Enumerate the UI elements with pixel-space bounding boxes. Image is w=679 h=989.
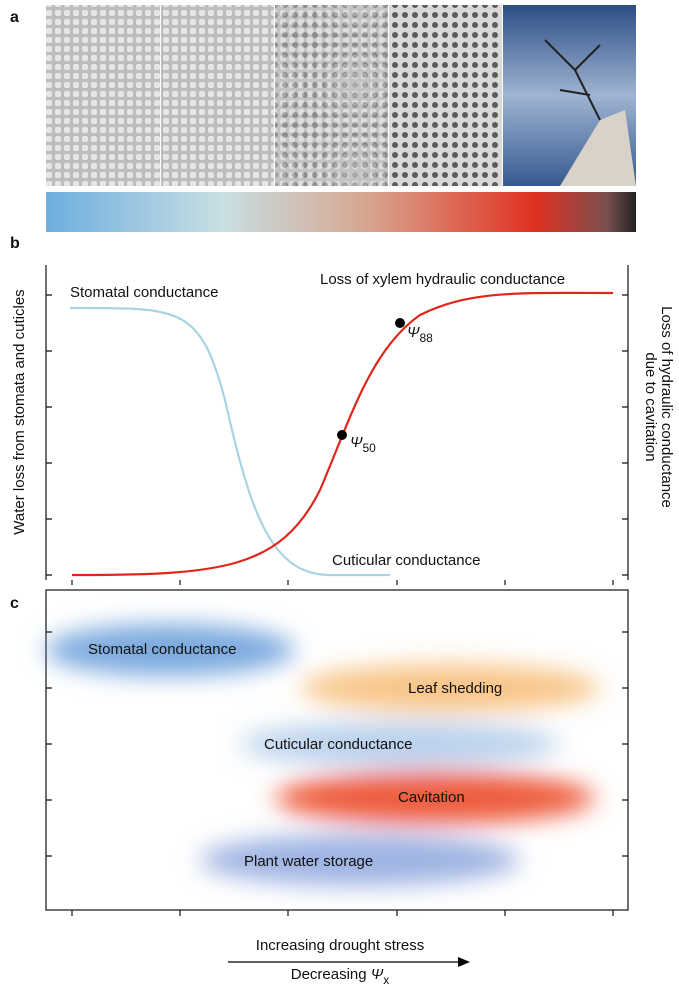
figure: a b Stomatal conductance Loss of xylem h… <box>0 0 679 989</box>
label: Cuticular conductance <box>332 552 480 569</box>
psi-label: Ψ88 <box>407 324 433 345</box>
text: Decreasing <box>291 966 371 983</box>
micrographs <box>46 5 636 186</box>
stomatal-curve <box>70 308 390 575</box>
x-label: Increasing drought stress <box>256 937 424 954</box>
psi-sub: 50 <box>362 441 376 455</box>
y-label: Water loss from stomata and cuticles <box>11 289 28 534</box>
psi88-point <box>395 318 405 328</box>
psi-label: Ψ50 <box>350 434 376 455</box>
x-label: Decreasing Ψx <box>291 966 390 987</box>
psi50-point <box>337 430 347 440</box>
label: Cavitation <box>398 789 465 806</box>
blobs <box>45 624 600 886</box>
label: Leaf shedding <box>408 680 502 697</box>
arrow-head <box>458 957 470 967</box>
stress-gradient <box>46 192 636 232</box>
psi-sub: 88 <box>419 331 433 345</box>
psi-sub: x <box>383 973 389 987</box>
psi: Ψ <box>350 434 363 451</box>
label: Stomatal conductance <box>88 641 236 658</box>
page: {"panels": {"a": "a", "b": "b", "c": "c"… <box>0 0 679 989</box>
label: Plant water storage <box>244 853 373 870</box>
label: Cuticular conductance <box>264 736 412 753</box>
y2-label: Loss of hydraulic conductance <box>658 306 675 508</box>
label: Stomatal conductance <box>70 284 218 301</box>
panel-label: b <box>10 235 20 252</box>
panel-b-axes <box>46 265 628 585</box>
psi: Ψ <box>371 966 384 983</box>
panel-label: c <box>10 595 19 612</box>
y2-label: due to cavitation <box>642 352 659 461</box>
label: Loss of xylem hydraulic conductance <box>320 271 565 288</box>
panel-label: a <box>10 9 19 26</box>
psi: Ψ <box>407 324 420 341</box>
